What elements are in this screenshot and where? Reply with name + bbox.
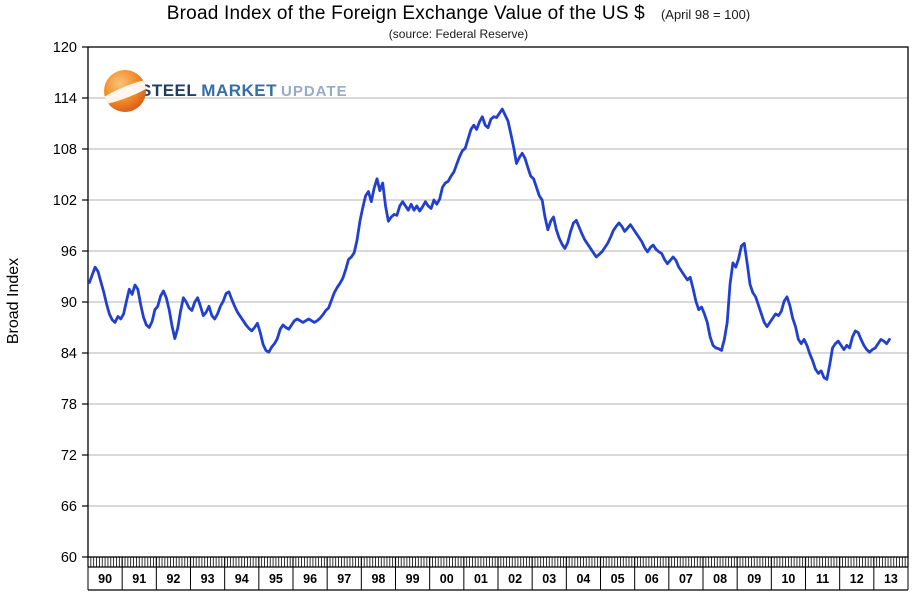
data-line [88,107,891,381]
x-year-label: 02 [508,572,522,586]
x-year-label: 99 [406,572,420,586]
y-tick-label: 90 [61,295,77,311]
x-year-label: 04 [576,572,590,586]
y-tick-label: 84 [61,346,77,362]
x-year-label: 90 [98,572,112,586]
x-year-label: 95 [269,572,283,586]
y-tick-label: 72 [61,448,77,464]
y-tick-label: 108 [53,142,77,158]
x-year-label: 00 [440,572,454,586]
logo-word-market: MARKET [201,81,278,100]
y-tick-label: 102 [53,193,77,209]
x-year-label: 09 [747,572,761,586]
y-tick-label: 96 [61,244,77,260]
chart-header: Broad Index of the Foreign Exchange Valu… [0,3,917,25]
logo-word-update: UPDATE [281,83,348,100]
x-year-label: 03 [542,572,556,586]
x-year-label: 94 [235,572,249,586]
x-year-label: 93 [201,572,215,586]
x-year-label: 12 [850,572,864,586]
x-year-label: 07 [679,572,693,586]
chart-subtitle: (source: Federal Reserve) [388,27,529,41]
chart-title: Broad Index of the Foreign Exchange Valu… [166,3,645,24]
x-year-label: 98 [371,572,385,586]
x-year-label: 05 [611,572,625,586]
y-tick-label: 120 [53,40,77,56]
x-year-label: 10 [781,572,795,586]
y-tick-label: 114 [54,91,77,107]
smu-logo-text: STEEL MARKET UPDATE [140,81,348,101]
x-year-label: 11 [816,572,829,586]
y-tick-label: 66 [61,499,77,515]
steel-market-update-logo: STEEL MARKET UPDATE [104,70,348,112]
y-tick-label: 78 [61,397,77,413]
smu-globe-icon [104,70,146,112]
x-year-label: 97 [337,572,351,586]
x-year-label: 01 [474,572,488,586]
x-year-label: 92 [166,572,180,586]
x-year-label: 13 [884,572,898,586]
y-tick-label: 60 [61,550,77,566]
x-year-label: 96 [303,572,317,586]
x-year-label: 08 [713,572,727,586]
x-year-label: 91 [132,572,146,586]
chart-title-note: (April 98 = 100) [660,7,751,22]
x-year-label: 06 [645,572,659,586]
logo-word-steel: STEEL [140,81,198,100]
